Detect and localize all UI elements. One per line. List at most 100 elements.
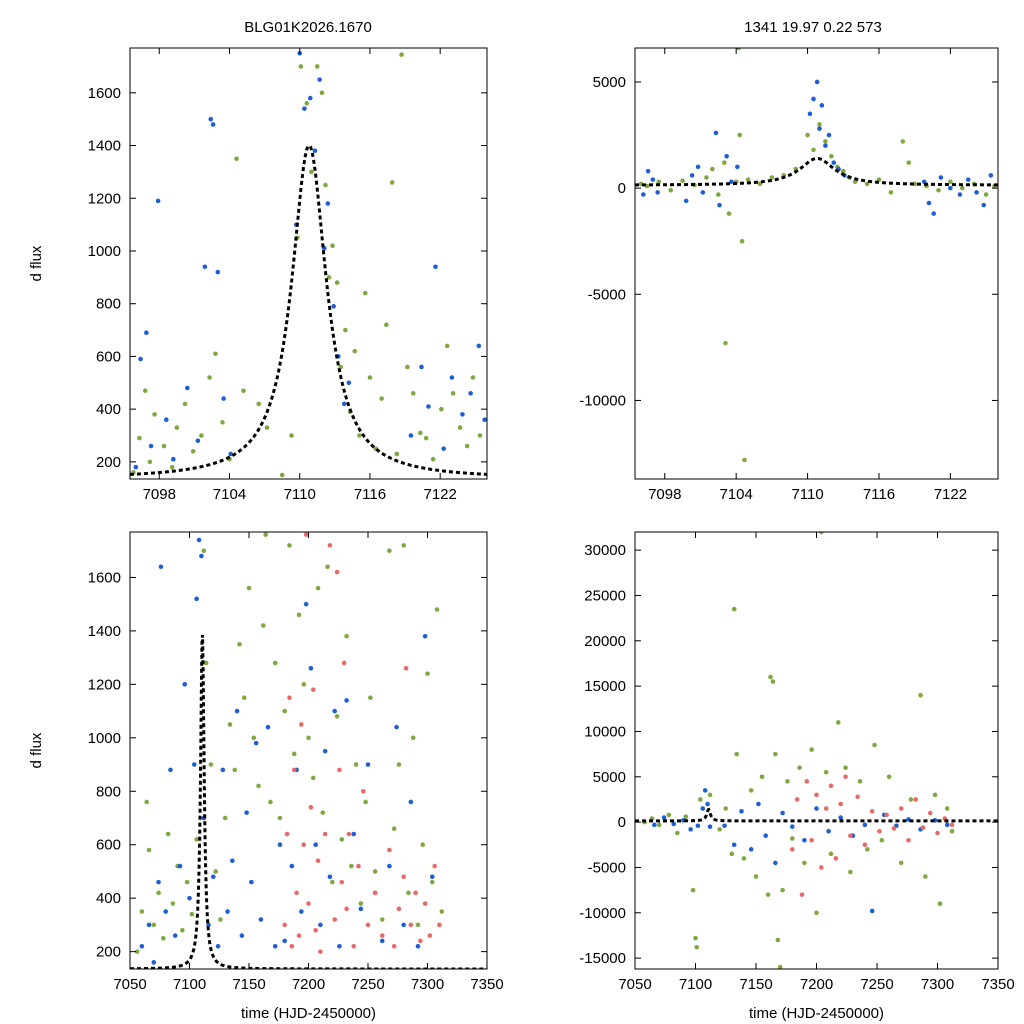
data-point-red [408, 922, 414, 928]
data-point-red [337, 767, 342, 773]
data-point-red [877, 828, 882, 834]
data-point-green [358, 901, 364, 906]
data-point-green [309, 169, 314, 175]
data-point-red [351, 943, 357, 949]
plot-frame [129, 47, 488, 480]
data-point-green [325, 564, 330, 570]
data-point-blue [449, 375, 455, 380]
model-curve [635, 156, 998, 187]
data-point-green [144, 799, 149, 805]
y-tick-label: 200 [96, 944, 121, 961]
data-point-green [959, 185, 965, 191]
data-point-blue [729, 179, 734, 185]
data-point-blue [272, 943, 278, 949]
panel-top-left: 7098 7104 7110 7116 7122 200 400 600 800 1000 1200… [28, 47, 488, 503]
data-point-blue [700, 190, 706, 195]
data-point-blue [211, 874, 216, 880]
data-point-blue [155, 198, 161, 204]
x-tick-label: 7098 [143, 486, 176, 503]
data-point-blue [831, 160, 837, 165]
data-point-green [886, 774, 892, 780]
data-point-green [857, 779, 863, 784]
data-point-green [656, 179, 662, 185]
y-tick-label: 1200 [88, 190, 121, 207]
data-point-green [134, 949, 140, 954]
y-tick-label: 800 [96, 783, 121, 800]
data-point-red [282, 922, 288, 928]
data-point-green [736, 48, 741, 51]
data-point-green [137, 435, 142, 441]
data-point-red [935, 830, 940, 836]
data-point-green [234, 156, 239, 162]
data-point-blue [299, 909, 304, 914]
data-point-red [804, 779, 810, 784]
data-point-green [338, 364, 343, 370]
data-point-blue [717, 202, 722, 208]
data-point-green [710, 166, 715, 172]
data-point-green [835, 720, 841, 725]
data-point-green [879, 837, 885, 843]
data-point-red [379, 933, 385, 938]
data-point-green [246, 585, 252, 591]
x-tick-label: 7098 [648, 486, 681, 503]
data-point-blue [671, 821, 677, 827]
data-point-green [802, 860, 807, 866]
data-point-blue [705, 801, 710, 807]
data-point-red [287, 695, 292, 701]
data-point-blue [258, 917, 264, 922]
data-point-green [704, 175, 709, 180]
data-point-blue [931, 211, 937, 216]
y-axis-title: d flux [28, 245, 45, 281]
data-point-red [906, 837, 911, 843]
data-point-blue [802, 837, 807, 843]
y-tick-label: 0 [618, 814, 626, 831]
data-point-blue [773, 860, 778, 866]
data-point-green [785, 779, 790, 784]
data-point-blue [239, 933, 245, 938]
data-point-blue [144, 330, 149, 335]
model-curve [635, 807, 998, 823]
data-point-red [422, 901, 428, 906]
data-point-green [819, 532, 824, 535]
data-point-green [814, 910, 819, 916]
x-tick-label: 7200 [292, 976, 325, 993]
data-point-green [734, 751, 739, 757]
data-point-green [936, 187, 941, 193]
data-point-blue [408, 433, 414, 438]
data-point-blue [220, 767, 226, 773]
data-point-red [790, 847, 795, 852]
data-point-green [680, 178, 685, 183]
data-point-green [184, 879, 190, 885]
data-point-green [279, 472, 285, 478]
figure-title: BLG01K2026.1670 [244, 19, 372, 36]
data-point-green [263, 532, 268, 537]
data-point-green [707, 792, 713, 798]
data-point-green [780, 887, 785, 893]
y-tick-label: 10000 [584, 723, 626, 740]
x-tick-label: 7300 [411, 976, 444, 993]
data-point-green [353, 762, 359, 767]
data-point-blue [208, 116, 214, 122]
data-point-blue [202, 264, 208, 270]
data-point-green [775, 937, 781, 943]
data-point-blue [981, 202, 987, 208]
data-point-red [356, 863, 361, 869]
data-point-red [823, 806, 829, 811]
data-point-blue [938, 175, 944, 180]
data-point-green [146, 847, 152, 853]
data-point-green [748, 788, 754, 793]
data-point-blue [826, 132, 832, 138]
y-tick-label: -5000 [588, 286, 626, 303]
data-point-blue [482, 417, 487, 422]
data-point-green [232, 767, 238, 773]
data-point-green [759, 774, 765, 780]
data-point-green [872, 742, 877, 748]
x-tick-label: 7300 [921, 976, 954, 993]
plot-area [130, 532, 487, 969]
data-point-green [151, 922, 157, 928]
panel-bottom-right: 7050 7100 7150 7200 7250 7300 7350 -15000 -10000… [579, 531, 1015, 1022]
data-point-blue [650, 177, 656, 182]
data-point-blue [182, 682, 188, 687]
data-point-green [444, 343, 450, 349]
x-tick-label: 7250 [860, 976, 893, 993]
